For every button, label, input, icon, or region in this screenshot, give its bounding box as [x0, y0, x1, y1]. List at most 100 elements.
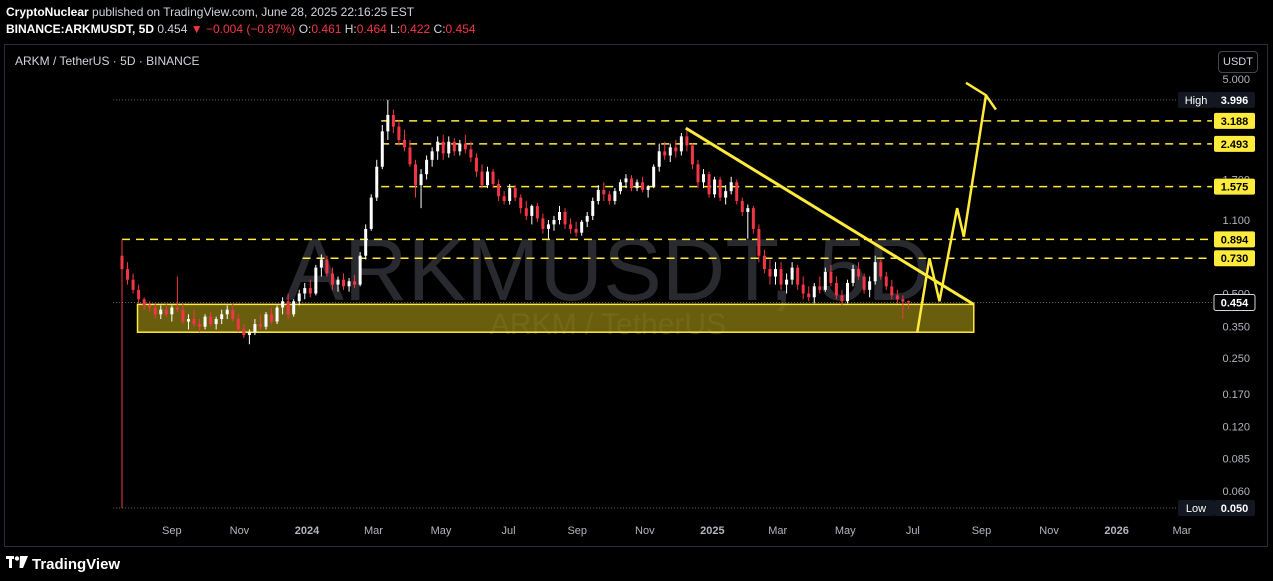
candle	[181, 303, 185, 325]
candle-body	[391, 114, 395, 127]
candle-body	[530, 205, 534, 216]
candle	[247, 329, 251, 345]
candle-body	[281, 301, 285, 308]
candle-body	[740, 200, 744, 212]
candle	[120, 239, 124, 508]
candle	[585, 211, 589, 228]
publisher-name[interactable]: CryptoNuclear	[6, 5, 89, 19]
candle	[131, 273, 135, 294]
candle	[137, 284, 141, 304]
candle-body	[890, 286, 894, 296]
candle-body	[873, 262, 877, 282]
candle	[386, 99, 390, 140]
candle	[330, 267, 334, 290]
candle-body	[330, 273, 334, 285]
candle-body	[879, 262, 883, 277]
candle-body	[303, 288, 307, 294]
candle-body	[408, 147, 412, 165]
candle-body	[270, 314, 274, 322]
candle-body	[657, 151, 661, 167]
candle-body	[441, 141, 445, 154]
candle	[452, 138, 456, 156]
candle	[275, 305, 279, 325]
high-value: 0.464	[356, 22, 387, 36]
candle	[286, 293, 290, 320]
candle-body	[231, 309, 235, 320]
support-zone	[136, 303, 975, 333]
last-price: 0.454	[157, 22, 188, 36]
candle-body	[524, 208, 528, 216]
candle	[558, 205, 562, 225]
candle	[292, 299, 296, 317]
candle	[364, 224, 368, 260]
candle-body	[137, 289, 141, 300]
candle-body	[297, 293, 301, 302]
candle-body	[319, 259, 323, 268]
price-label-0.730: 0.730	[1214, 250, 1255, 267]
candle-body	[580, 221, 584, 233]
candle	[674, 139, 678, 158]
candle	[430, 147, 434, 167]
y-axis-tick-label: 0.085	[1222, 454, 1250, 466]
candle-body	[436, 141, 440, 152]
chart-frame[interactable]	[4, 44, 1268, 547]
candle	[236, 314, 240, 333]
candle	[225, 305, 229, 320]
candle-body	[707, 174, 711, 195]
candle-body	[585, 215, 589, 222]
candle-body	[142, 299, 146, 306]
candle-body	[513, 188, 517, 198]
candle	[663, 141, 667, 160]
currency-button[interactable]: USDT	[1218, 51, 1258, 73]
price-label-text: 1.575	[1221, 182, 1249, 194]
candle	[148, 301, 152, 312]
candle-body	[486, 171, 490, 186]
candle	[325, 255, 329, 277]
candle-body	[419, 174, 423, 186]
symbol-line: BINANCE:ARKMUSDT, 5D	[6, 22, 155, 36]
candle-body	[690, 145, 694, 165]
candle	[834, 276, 838, 300]
candle	[469, 141, 473, 163]
candle-body	[812, 286, 816, 298]
tradingview-logo-icon	[6, 555, 28, 574]
candle	[613, 188, 617, 205]
candle-body	[369, 197, 373, 229]
candle	[502, 191, 506, 205]
candle-body	[170, 307, 174, 315]
candle	[447, 136, 451, 158]
candle	[336, 276, 340, 292]
price-tag-text: High	[1185, 95, 1208, 107]
x-axis-tick-label: Mar	[1173, 525, 1192, 537]
publish-info: CryptoNuclear published on TradingView.c…	[6, 5, 414, 19]
y-axis-tick-label: 1.100	[1222, 215, 1250, 227]
x-axis-tick-label: Nov	[1039, 525, 1059, 537]
candle-body	[807, 293, 811, 298]
published-text: published on TradingView.com, June 28, 2…	[88, 5, 415, 19]
candle-body	[292, 301, 296, 315]
candle-body	[463, 143, 467, 150]
candle	[203, 314, 207, 330]
tradingview-footer[interactable]: TradingView	[6, 553, 120, 575]
price-label-0.454: 0.454	[1213, 293, 1256, 311]
candle	[186, 314, 190, 330]
candle-body	[236, 319, 240, 330]
candle-body	[552, 220, 556, 225]
candle-body	[225, 309, 229, 315]
candle	[762, 249, 766, 274]
candle	[480, 164, 484, 189]
candle-body	[491, 171, 495, 184]
candle	[729, 176, 733, 195]
candle	[375, 159, 379, 201]
low-label: L:	[390, 22, 401, 36]
candle	[823, 267, 827, 292]
candle	[679, 133, 683, 156]
candle-body	[153, 307, 157, 315]
price-label-bg	[1214, 250, 1255, 267]
close-label: C:	[433, 22, 446, 36]
candle	[724, 185, 728, 205]
y-axis-tick-label: 0.350	[1222, 322, 1250, 334]
down-arrow-icon: ▼	[190, 22, 203, 36]
candle-body	[214, 319, 218, 325]
